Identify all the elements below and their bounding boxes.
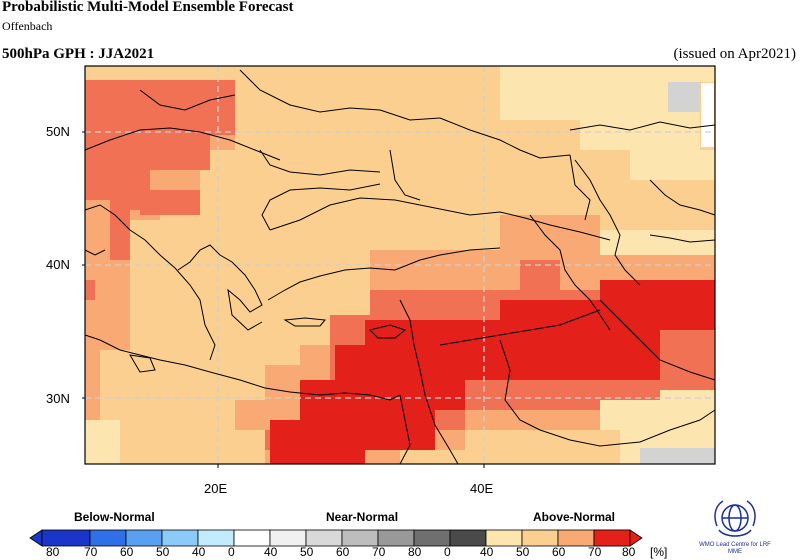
- legend-tick-label: 60: [336, 545, 350, 559]
- legend-tick-label: 60: [552, 545, 566, 559]
- legend-tick-label: 70: [84, 545, 98, 559]
- legend-swatch-below: [41, 529, 91, 547]
- prob-cell-an70: [140, 190, 200, 215]
- below-normal-label: Below-Normal: [74, 510, 155, 524]
- prob-cell-an70: [85, 280, 95, 300]
- legend-tick-label: 40: [192, 545, 206, 559]
- map-subtitle: Offenbach: [2, 19, 53, 33]
- border-line: [177, 244, 263, 331]
- legend-unit: [%]: [650, 545, 668, 559]
- border-line: [399, 299, 459, 465]
- legend-swatch-white: [233, 529, 271, 547]
- border-line: [139, 89, 236, 111]
- legend-tick-label: 70: [588, 545, 602, 559]
- border-line: [84, 204, 216, 361]
- border-line: [84, 334, 401, 401]
- border-line: [499, 339, 716, 447]
- lat-label-30n: 30N: [46, 391, 70, 406]
- issued-label: (issued on Apr2021): [673, 46, 797, 62]
- legend-swatch-above: [593, 529, 631, 547]
- border-line: [259, 149, 381, 176]
- border-line: [129, 354, 156, 373]
- logo-caption: WMO Lead Centre for LRF MME: [699, 542, 771, 555]
- legend-tick-label: 0: [228, 545, 235, 559]
- border-line: [439, 117, 571, 159]
- prob-cell-an70: [85, 80, 235, 260]
- legend-arrow-right: [629, 529, 643, 547]
- legend-swatch-near: [305, 529, 343, 547]
- legend-swatch-near: [269, 529, 307, 547]
- legend-swatch-below: [89, 529, 127, 547]
- border-line: [574, 159, 641, 286]
- border-line: [239, 69, 441, 121]
- legend-swatch-above: [521, 529, 559, 547]
- map-frame: [84, 65, 716, 465]
- legend-swatch-below: [197, 529, 235, 547]
- lon-label-40e: 40E: [470, 481, 494, 496]
- border-line: [569, 121, 716, 131]
- border-line: [267, 247, 501, 301]
- prob-cell-near_normal: [640, 448, 715, 464]
- no-data-cell: [701, 83, 714, 147]
- legend-tick-label: 50: [516, 545, 530, 559]
- legend-tick-label: 40: [264, 545, 278, 559]
- legend-tick-label: 50: [156, 545, 170, 559]
- legend-tick-label: 80: [622, 545, 636, 559]
- border-line: [529, 214, 611, 331]
- legend-swatch-above: [557, 529, 595, 547]
- country-borders: [84, 69, 716, 465]
- border-line: [369, 324, 407, 339]
- legend-swatch-above: [485, 529, 523, 547]
- lat-label-40n: 40N: [46, 257, 70, 272]
- legend-tick-label: 80: [408, 545, 422, 559]
- prob-cell-an40: [85, 420, 120, 464]
- legend-swatch-near: [341, 529, 379, 547]
- legend-swatch-below: [161, 529, 199, 547]
- border-line: [84, 249, 106, 256]
- border-line: [84, 127, 281, 161]
- wmo-logo-icon: [714, 500, 756, 537]
- border-line: [269, 197, 611, 241]
- legend-tick-label: 50: [300, 545, 314, 559]
- legend-tick-label: 70: [372, 545, 386, 559]
- lon-label-20e: 20E: [204, 481, 228, 496]
- border-line: [649, 179, 716, 216]
- legend-swatch-near: [377, 529, 415, 547]
- graticule: [82, 66, 715, 468]
- border-line: [599, 299, 716, 381]
- border-line: [261, 183, 381, 231]
- legend-swatch-near: [413, 529, 451, 547]
- near-normal-label: Near-Normal: [326, 510, 399, 524]
- legend-tick-label: 0: [444, 545, 451, 559]
- legend-tick-label: 40: [480, 545, 494, 559]
- border-line: [399, 394, 411, 465]
- border-line: [569, 154, 591, 221]
- legend-tick-label: 80: [46, 545, 60, 559]
- legend-swatch-below: [125, 529, 163, 547]
- map-title: Probabilistic Multi-Model Ensemble Forec…: [2, 0, 294, 15]
- border-line: [389, 149, 421, 201]
- border-line: [283, 317, 326, 327]
- prob-cell-an80: [270, 280, 715, 464]
- lat-label-50n: 50N: [46, 124, 70, 139]
- legend-arrow-left: [29, 529, 43, 547]
- field-label: 500hPa GPH : JJA2021: [2, 46, 155, 62]
- border-line: [649, 234, 716, 243]
- above-normal-label: Above-Normal: [533, 510, 616, 524]
- legend-swatch-near: [449, 529, 487, 547]
- legend-tick-label: 60: [120, 545, 134, 559]
- border-line: [439, 309, 601, 346]
- prob-cell-near_normal: [668, 82, 700, 112]
